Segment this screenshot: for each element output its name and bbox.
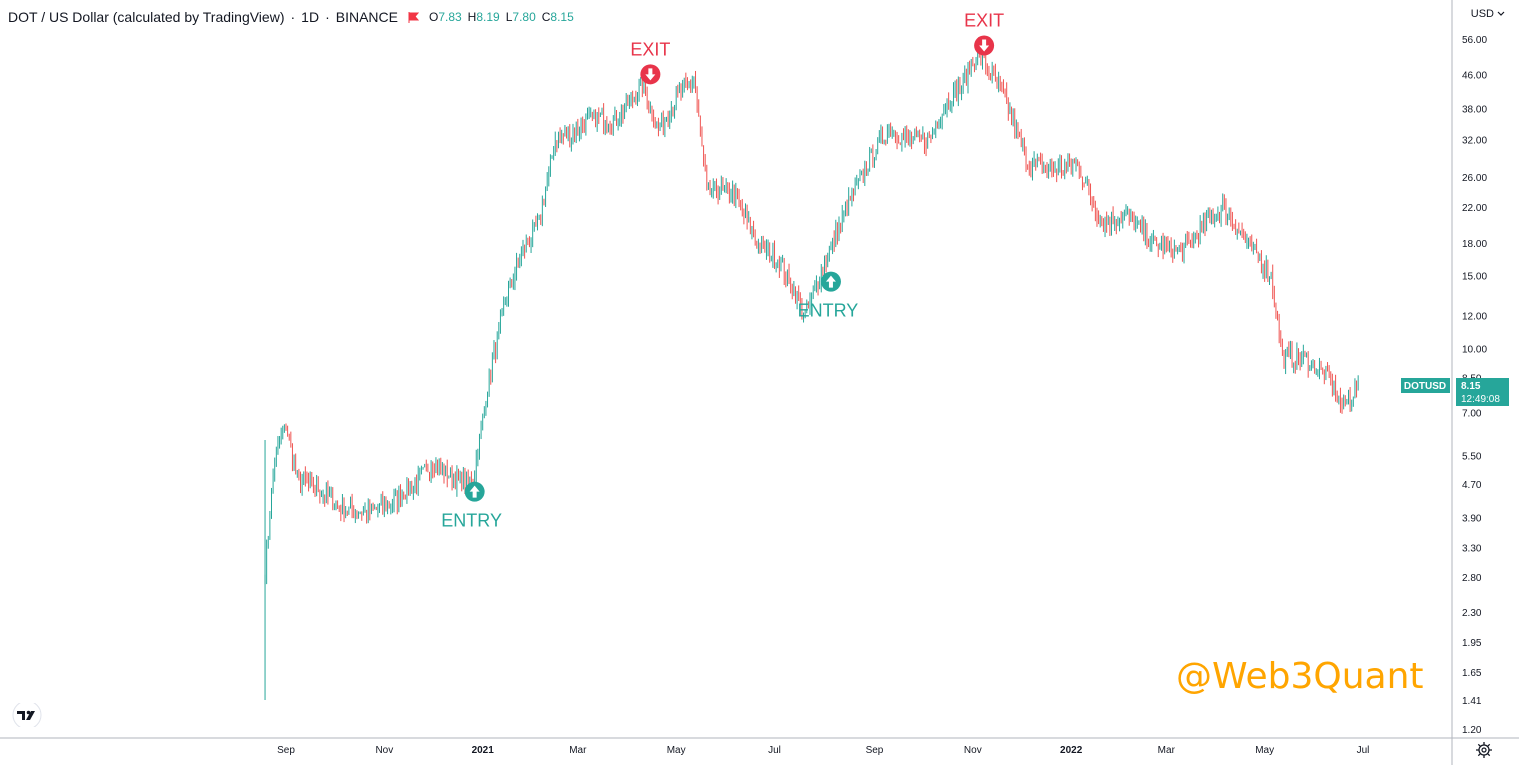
arrow-up-glyph xyxy=(469,485,480,498)
price-tick-label: 18.00 xyxy=(1462,239,1487,250)
exit-signal: EXIT xyxy=(630,39,670,85)
price-tick-label: 4.70 xyxy=(1462,480,1482,491)
symbol-title[interactable]: DOT / US Dollar (calculated by TradingVi… xyxy=(8,9,285,25)
price-tick-label: 46.00 xyxy=(1462,70,1487,81)
chevron-down-icon xyxy=(1497,11,1505,16)
tradingview-logo-icon[interactable] xyxy=(12,703,42,727)
symbol-header: DOT / US Dollar (calculated by TradingVi… xyxy=(8,9,580,25)
signal-label: EXIT xyxy=(964,11,1004,31)
entry-signal: ENTRY xyxy=(798,271,859,321)
price-tick-label: 1.20 xyxy=(1462,725,1482,736)
ohlc-high: H8.19 xyxy=(467,10,500,24)
separator: · xyxy=(325,9,330,25)
last-price: 8.15 xyxy=(1461,381,1481,392)
entry-signal: ENTRY xyxy=(441,481,502,531)
ticker-tag-bg xyxy=(1401,378,1450,393)
time-tick-label: May xyxy=(1255,745,1274,756)
interval-label[interactable]: 1D xyxy=(301,9,320,25)
price-tick-label: 26.00 xyxy=(1462,173,1487,184)
time-axis[interactable]: Sep Nov 2021 Mar May Jul Sep Nov 2022 Mar May Jul xyxy=(277,745,1369,756)
ticker-tag: DOTUSD xyxy=(1404,381,1446,392)
bar-countdown: 12:49:08 xyxy=(1461,394,1500,405)
price-tick-label: 5.50 xyxy=(1462,452,1482,463)
price-axis[interactable]: 56.00 46.00 38.00 32.00 26.00 22.00 18.00 15.00… xyxy=(1462,35,1487,736)
price-tag: DOTUSD 8.15 12:49:08 xyxy=(1401,378,1509,406)
ohlc-open: O7.83 xyxy=(428,10,462,24)
time-tick-label: Mar xyxy=(1158,745,1176,756)
time-tick-label: 2021 xyxy=(472,745,495,756)
time-tick-label: May xyxy=(667,745,686,756)
price-tick-label: 22.00 xyxy=(1462,203,1487,214)
signals-group: ENTRY EXIT ENTRY EXIT xyxy=(441,11,1004,531)
currency-selector[interactable]: USD xyxy=(1471,8,1505,20)
price-tick-label: 2.80 xyxy=(1462,573,1482,584)
price-tick-label: 1.65 xyxy=(1462,668,1482,679)
time-tick-label: Sep xyxy=(277,745,295,756)
arrow-down-glyph xyxy=(645,68,656,81)
flag-icon[interactable] xyxy=(408,11,419,23)
last-price-tag-bg xyxy=(1456,378,1509,406)
ohlc-low: L7.80 xyxy=(505,10,536,24)
candles-group xyxy=(264,40,1359,701)
price-tick-label: 7.00 xyxy=(1462,408,1482,419)
arrow-down-glyph xyxy=(979,39,990,52)
ohlc-close: C8.15 xyxy=(541,10,574,24)
signal-label: ENTRY xyxy=(441,511,502,531)
price-tick-label: 38.00 xyxy=(1462,105,1487,116)
time-tick-label: Nov xyxy=(964,745,982,756)
signal-label: EXIT xyxy=(630,39,670,59)
separator: · xyxy=(290,9,296,25)
price-tick-label: 32.00 xyxy=(1462,135,1487,146)
time-tick-label: Mar xyxy=(569,745,587,756)
watermark: @Web3Quant xyxy=(1176,656,1424,697)
price-tick-label: 10.00 xyxy=(1462,344,1487,355)
price-tick-label: 3.30 xyxy=(1462,543,1482,554)
price-tick-label: 3.90 xyxy=(1462,513,1482,524)
gear-icon[interactable] xyxy=(1475,741,1493,759)
signal-label: ENTRY xyxy=(798,301,859,321)
time-tick-label: Jul xyxy=(1357,745,1370,756)
exit-signal: EXIT xyxy=(964,11,1004,56)
price-tick-label: 1.41 xyxy=(1462,696,1482,707)
price-tick-label: 2.30 xyxy=(1462,608,1482,619)
price-tick-label: 1.95 xyxy=(1462,638,1482,649)
price-tick-label: 12.00 xyxy=(1462,312,1487,323)
arrow-up-glyph xyxy=(825,275,836,288)
time-tick-label: Nov xyxy=(375,745,393,756)
time-tick-label: 2022 xyxy=(1060,745,1083,756)
time-tick-label: Sep xyxy=(866,745,884,756)
exchange-label: BINANCE xyxy=(335,9,398,25)
price-tick-label: 15.00 xyxy=(1462,272,1487,283)
price-tick-label: 56.00 xyxy=(1462,35,1487,46)
currency-label: USD xyxy=(1470,8,1494,20)
time-tick-label: Jul xyxy=(768,745,781,756)
